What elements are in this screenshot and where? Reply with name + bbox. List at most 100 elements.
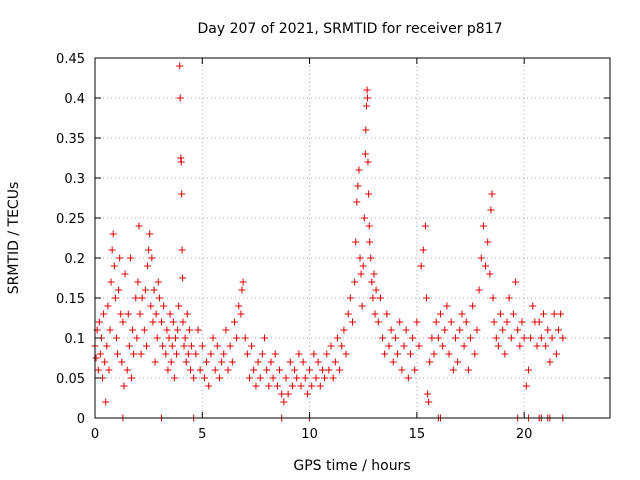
data-point bbox=[94, 366, 102, 374]
data-point bbox=[460, 342, 468, 350]
data-point bbox=[557, 310, 565, 318]
data-point bbox=[105, 366, 113, 374]
data-point bbox=[356, 254, 364, 262]
chart-title: Day 207 of 2021, SRMTID for receiver p81… bbox=[197, 21, 502, 37]
data-point bbox=[148, 254, 156, 262]
data-point bbox=[218, 358, 226, 366]
data-point bbox=[220, 350, 228, 358]
data-point bbox=[559, 334, 567, 342]
data-point bbox=[176, 62, 184, 70]
data-point bbox=[110, 262, 118, 270]
data-point bbox=[179, 318, 187, 326]
data-point bbox=[282, 374, 290, 382]
data-point bbox=[432, 318, 440, 326]
data-point bbox=[178, 246, 186, 254]
data-point bbox=[421, 222, 429, 230]
data-point bbox=[163, 326, 171, 334]
data-point bbox=[512, 278, 520, 286]
data-point bbox=[224, 366, 232, 374]
data-point bbox=[284, 390, 292, 398]
data-point bbox=[404, 374, 412, 382]
data-point bbox=[555, 326, 562, 334]
data-point bbox=[509, 310, 517, 318]
data-point bbox=[137, 350, 145, 358]
data-point bbox=[116, 254, 124, 262]
data-point bbox=[169, 318, 177, 326]
data-point bbox=[100, 310, 108, 318]
data-point bbox=[360, 214, 368, 222]
x-tick-label: 0 bbox=[91, 427, 99, 442]
data-point bbox=[127, 374, 135, 382]
data-point bbox=[261, 334, 269, 342]
data-point bbox=[443, 302, 451, 310]
x-axis-label: GPS time / hours bbox=[293, 458, 410, 474]
data-point bbox=[490, 318, 498, 326]
data-point bbox=[469, 302, 477, 310]
data-point bbox=[246, 374, 253, 382]
data-point bbox=[130, 350, 138, 358]
data-point bbox=[312, 374, 320, 382]
data-point bbox=[363, 86, 371, 94]
data-point bbox=[323, 350, 331, 358]
data-point bbox=[188, 342, 196, 350]
data-point bbox=[501, 350, 509, 358]
data-point bbox=[160, 302, 168, 310]
y-tick-label: 0.4 bbox=[64, 92, 85, 107]
data-point bbox=[398, 366, 406, 374]
gridlines bbox=[95, 57, 610, 418]
data-point bbox=[539, 310, 547, 318]
data-point bbox=[413, 318, 421, 326]
data-point bbox=[228, 358, 236, 366]
data-point bbox=[149, 318, 157, 326]
data-point bbox=[179, 274, 187, 282]
data-point bbox=[95, 318, 103, 326]
data-point bbox=[370, 270, 378, 278]
data-point bbox=[411, 366, 419, 374]
data-point bbox=[297, 382, 305, 390]
data-point bbox=[176, 94, 184, 102]
data-point bbox=[352, 238, 360, 246]
data-point bbox=[168, 342, 176, 350]
data-point bbox=[209, 334, 217, 342]
data-point bbox=[106, 326, 114, 334]
data-point bbox=[329, 374, 337, 382]
data-point bbox=[308, 382, 316, 390]
data-point bbox=[415, 342, 423, 350]
data-point bbox=[291, 366, 299, 374]
data-point bbox=[252, 382, 260, 390]
data-point bbox=[135, 222, 143, 230]
data-point bbox=[226, 342, 234, 350]
data-point bbox=[423, 294, 431, 302]
data-point bbox=[400, 342, 408, 350]
data-point bbox=[367, 254, 375, 262]
data-point bbox=[102, 398, 110, 406]
data-point bbox=[278, 390, 286, 398]
data-point bbox=[389, 358, 397, 366]
data-point bbox=[396, 318, 404, 326]
data-point bbox=[238, 286, 246, 294]
data-point bbox=[145, 246, 153, 254]
data-point bbox=[215, 374, 223, 382]
data-point bbox=[141, 286, 149, 294]
data-point bbox=[138, 294, 146, 302]
data-point bbox=[151, 358, 159, 366]
data-point bbox=[351, 278, 359, 286]
data-point bbox=[331, 358, 339, 366]
y-tick-label: 0.1 bbox=[64, 332, 85, 347]
data-point bbox=[119, 318, 127, 326]
data-point bbox=[211, 366, 219, 374]
data-point bbox=[180, 342, 188, 350]
data-point bbox=[486, 270, 494, 278]
data-point bbox=[452, 334, 459, 342]
data-point bbox=[321, 374, 329, 382]
data-point bbox=[520, 334, 528, 342]
data-point bbox=[306, 366, 314, 374]
data-point bbox=[492, 334, 500, 342]
data-point bbox=[171, 334, 179, 342]
data-point bbox=[194, 326, 202, 334]
data-point bbox=[243, 350, 251, 358]
data-point bbox=[535, 318, 543, 326]
data-point bbox=[239, 278, 247, 286]
data-point bbox=[153, 334, 161, 342]
y-tick-label: 0.15 bbox=[56, 292, 85, 307]
